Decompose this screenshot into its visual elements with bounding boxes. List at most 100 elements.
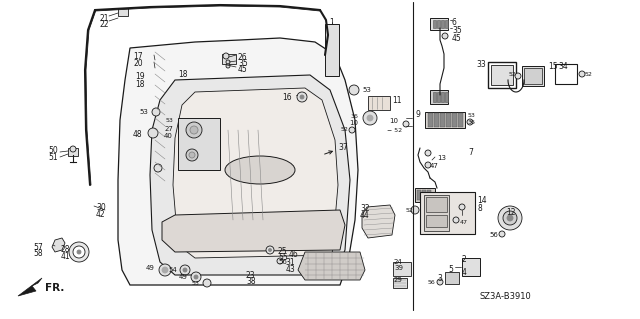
Circle shape: [425, 162, 431, 168]
Text: 35: 35: [452, 26, 461, 35]
FancyBboxPatch shape: [522, 66, 544, 86]
Text: 4: 4: [462, 268, 467, 277]
Circle shape: [579, 71, 585, 77]
Text: 6: 6: [452, 18, 457, 27]
Text: 41: 41: [60, 252, 70, 261]
Circle shape: [226, 60, 230, 64]
Circle shape: [69, 242, 89, 262]
Text: 52: 52: [340, 127, 348, 132]
FancyBboxPatch shape: [437, 20, 440, 28]
FancyBboxPatch shape: [427, 190, 431, 200]
FancyBboxPatch shape: [368, 96, 390, 110]
Text: 38: 38: [246, 277, 255, 286]
Text: 9: 9: [415, 110, 420, 119]
Text: 51: 51: [49, 153, 58, 162]
Text: 18: 18: [178, 70, 188, 79]
Text: 53: 53: [362, 87, 371, 93]
Text: − 52: − 52: [387, 128, 402, 133]
Circle shape: [186, 149, 198, 161]
Text: 47: 47: [430, 163, 439, 169]
Text: 16: 16: [282, 93, 292, 102]
Text: 39: 39: [394, 265, 403, 271]
Polygon shape: [150, 75, 350, 275]
Text: 24: 24: [394, 259, 403, 265]
Circle shape: [297, 92, 307, 102]
Circle shape: [442, 33, 448, 39]
Polygon shape: [173, 88, 338, 258]
Text: 32: 32: [360, 204, 370, 213]
FancyBboxPatch shape: [441, 20, 444, 28]
Text: 21: 21: [100, 14, 109, 23]
Circle shape: [453, 217, 459, 223]
Circle shape: [189, 152, 195, 158]
Text: 37: 37: [338, 144, 348, 152]
Circle shape: [203, 279, 211, 287]
Text: 42: 42: [96, 210, 106, 219]
Text: 18: 18: [136, 80, 145, 89]
FancyBboxPatch shape: [524, 68, 542, 84]
FancyBboxPatch shape: [491, 65, 513, 85]
Circle shape: [459, 204, 465, 210]
Circle shape: [411, 206, 419, 214]
Text: 10: 10: [389, 118, 398, 124]
Text: 13: 13: [437, 155, 446, 161]
Text: 8: 8: [477, 204, 482, 213]
FancyBboxPatch shape: [437, 92, 440, 102]
Circle shape: [180, 265, 190, 275]
FancyBboxPatch shape: [426, 215, 447, 227]
Text: 54: 54: [168, 267, 177, 273]
Circle shape: [349, 127, 355, 133]
Circle shape: [437, 279, 443, 285]
Text: 49: 49: [179, 274, 188, 280]
Text: 31: 31: [285, 258, 295, 267]
Polygon shape: [362, 205, 395, 238]
Circle shape: [194, 275, 198, 279]
FancyBboxPatch shape: [433, 20, 436, 28]
Circle shape: [154, 164, 162, 172]
FancyBboxPatch shape: [458, 113, 463, 127]
Text: 53: 53: [468, 113, 476, 118]
Circle shape: [73, 246, 85, 258]
Text: 12: 12: [506, 208, 515, 217]
Circle shape: [223, 53, 229, 59]
Text: 19: 19: [136, 72, 145, 81]
Circle shape: [191, 272, 201, 282]
FancyBboxPatch shape: [441, 92, 444, 102]
Polygon shape: [162, 210, 345, 252]
Text: 29: 29: [394, 277, 403, 283]
FancyBboxPatch shape: [430, 18, 448, 30]
Text: 27: 27: [164, 126, 173, 132]
Circle shape: [300, 95, 304, 99]
FancyBboxPatch shape: [68, 148, 78, 156]
Text: 53: 53: [191, 281, 199, 286]
Text: 56: 56: [489, 232, 498, 238]
Text: 49: 49: [146, 265, 155, 271]
Text: 3: 3: [437, 274, 442, 283]
Circle shape: [507, 215, 513, 221]
Circle shape: [349, 85, 359, 95]
FancyBboxPatch shape: [445, 272, 459, 284]
FancyBboxPatch shape: [425, 112, 465, 128]
FancyBboxPatch shape: [433, 92, 436, 102]
Text: 15: 15: [548, 62, 557, 71]
Text: 40: 40: [164, 133, 173, 139]
Circle shape: [162, 267, 168, 273]
Circle shape: [363, 111, 377, 125]
Text: 5: 5: [448, 265, 453, 274]
Text: 55: 55: [278, 253, 288, 262]
Text: 50: 50: [48, 146, 58, 155]
Text: FR.: FR.: [45, 283, 65, 293]
Circle shape: [269, 249, 271, 251]
Circle shape: [498, 206, 522, 230]
Text: 45: 45: [238, 65, 248, 74]
Text: 7: 7: [468, 148, 473, 157]
Text: 11: 11: [392, 96, 401, 105]
Circle shape: [403, 121, 409, 127]
FancyBboxPatch shape: [462, 258, 480, 276]
Circle shape: [186, 122, 202, 138]
Text: 56: 56: [428, 280, 435, 285]
FancyBboxPatch shape: [445, 20, 448, 28]
Text: 48: 48: [132, 130, 142, 139]
Text: 52: 52: [585, 72, 593, 77]
FancyBboxPatch shape: [452, 113, 457, 127]
